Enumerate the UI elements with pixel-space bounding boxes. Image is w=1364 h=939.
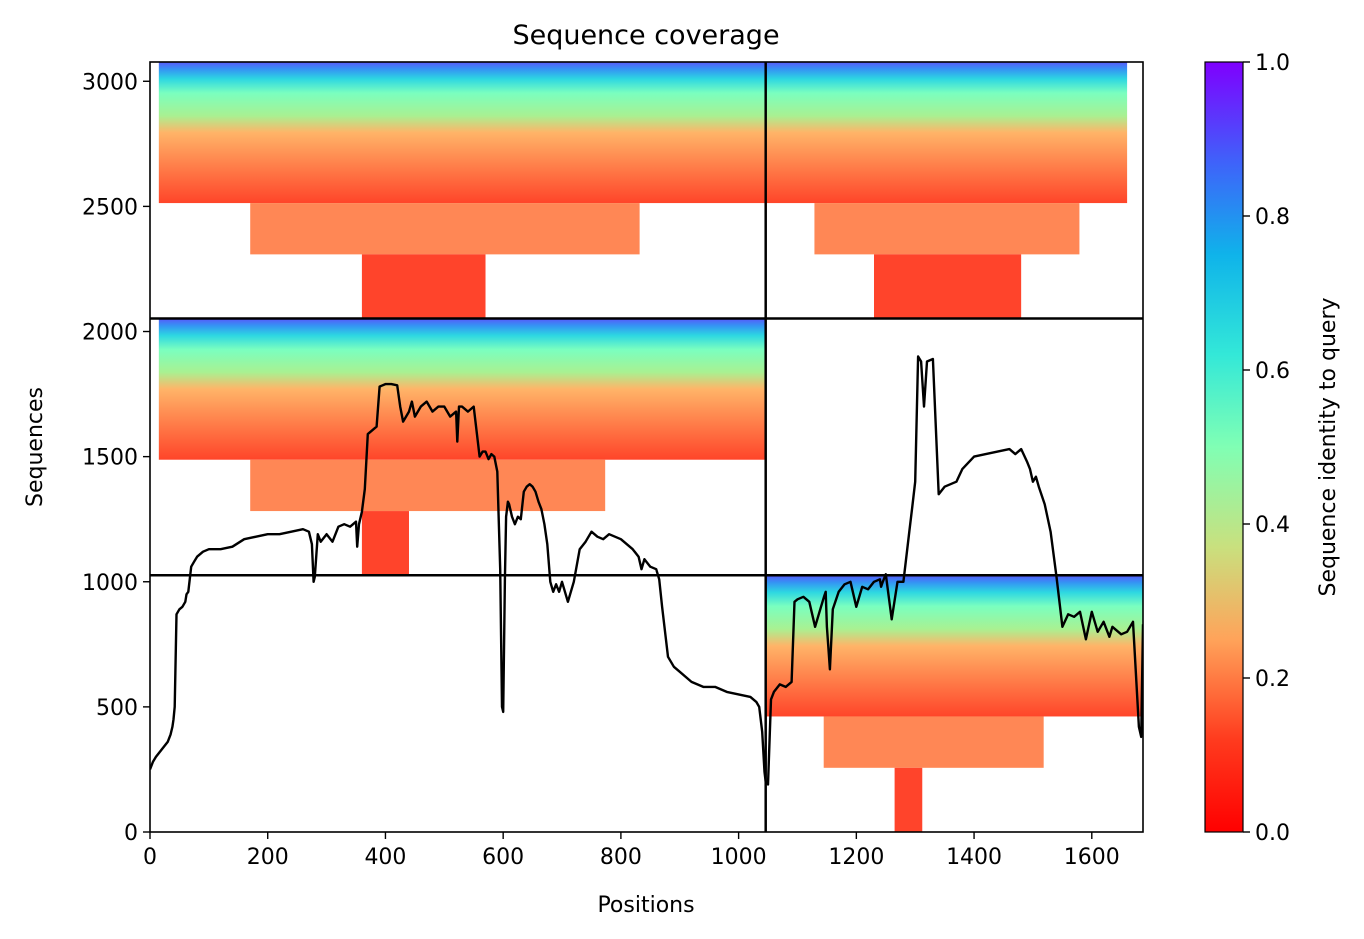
x-tick-label: 0 — [143, 845, 157, 870]
colorbar-tick-label: 0.0 — [1255, 821, 1290, 846]
x-tick-label: 1400 — [946, 845, 1002, 870]
coverage-line-layer — [150, 355, 1143, 786]
colorbar-tick-label: 0.8 — [1255, 205, 1290, 230]
x-tick-label: 800 — [600, 845, 642, 870]
y-tick-label: 2500 — [82, 195, 138, 220]
colorbar — [1204, 61, 1244, 833]
msa-block-1-core — [361, 254, 486, 319]
chart-title: Sequence coverage — [512, 20, 779, 51]
colorbar-tick-label: 1.0 — [1255, 51, 1290, 76]
colorbar-label: Sequence identity to query — [1316, 297, 1341, 596]
colorbar-ticks: 0.0 0.2 0.4 0.6 0.8 1.0 — [1243, 51, 1290, 846]
msa-block-4-upper — [765, 575, 1143, 717]
y-axis-label: Sequences — [23, 387, 48, 507]
colorbar-tick-label: 0.2 — [1255, 667, 1290, 692]
msa-block-3-core — [874, 254, 1022, 319]
msa-block-3-middle — [814, 203, 1080, 255]
x-tick-label: 1600 — [1064, 845, 1120, 870]
y-tick-label: 3000 — [82, 70, 138, 95]
x-axis-ticks: 0 200 400 600 800 1000 1200 1400 1600 — [143, 832, 1120, 870]
msa-block-1-middle — [250, 203, 640, 255]
x-tick-label: 600 — [482, 845, 524, 870]
msa-block-4-middle — [823, 716, 1044, 768]
msa-block-2-upper — [158, 318, 766, 460]
msa-block-1-upper — [158, 62, 766, 204]
y-tick-label: 1000 — [82, 571, 138, 596]
x-tick-label: 1200 — [828, 845, 884, 870]
coverage-line — [150, 355, 1143, 786]
msa-blocks-layer — [158, 62, 1143, 832]
colorbar-tick-label: 0.4 — [1255, 513, 1290, 538]
x-axis-label: Positions — [597, 893, 694, 918]
msa-block-2-middle — [250, 459, 606, 512]
colorbar-tick-label: 0.6 — [1255, 359, 1290, 384]
x-tick-label: 400 — [364, 845, 406, 870]
msa-block-3-upper — [765, 62, 1128, 204]
msa-block-2-core — [361, 511, 409, 576]
x-tick-label: 200 — [247, 845, 289, 870]
y-tick-label: 500 — [96, 696, 138, 721]
x-tick-label: 1000 — [711, 845, 767, 870]
y-tick-label: 2000 — [82, 321, 138, 346]
plot-frame — [149, 61, 1144, 833]
msa-block-4-core — [894, 767, 923, 832]
y-tick-label: 0 — [124, 821, 138, 846]
y-tick-label: 1500 — [82, 446, 138, 471]
y-axis-ticks: 0 500 1000 1500 2000 2500 3000 — [82, 70, 150, 846]
